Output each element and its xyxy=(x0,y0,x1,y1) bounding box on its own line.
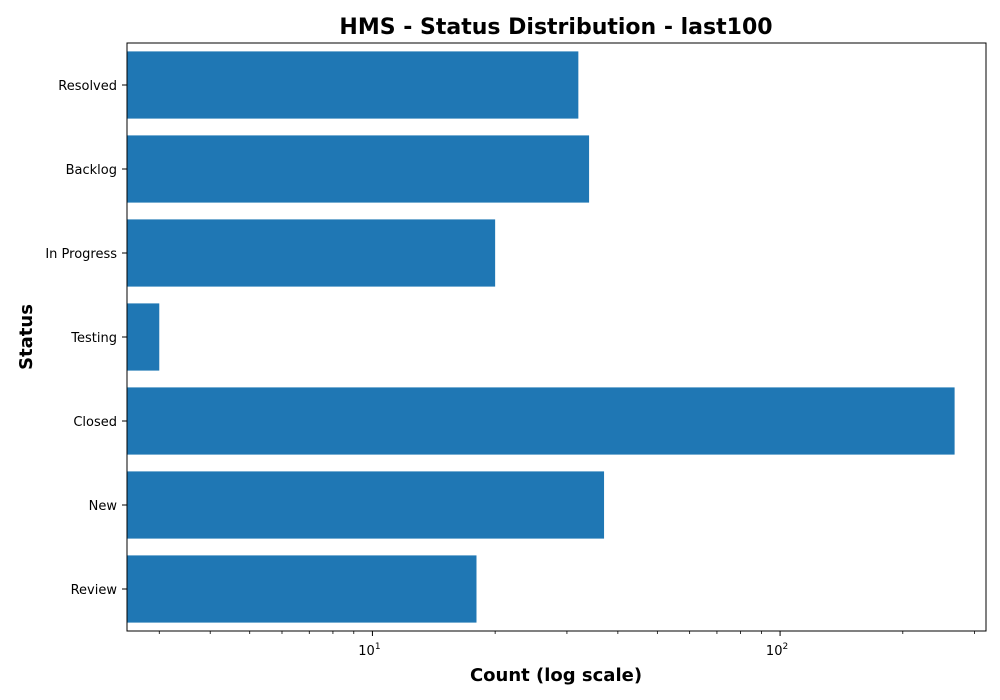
bar-new xyxy=(127,471,605,539)
bars xyxy=(127,51,955,623)
chart-title: HMS - Status Distribution - last100 xyxy=(339,15,772,40)
plot-frame xyxy=(126,42,987,632)
bar-resolved xyxy=(127,51,579,119)
bar-testing xyxy=(127,303,160,371)
bar-backlog xyxy=(127,135,590,203)
bar-in-progress xyxy=(127,219,496,287)
bar-closed xyxy=(127,387,955,455)
y-tick-label-review: Review xyxy=(71,583,118,598)
y-axis-label: Status xyxy=(16,304,37,370)
y-tick-label-testing: Testing xyxy=(70,331,117,346)
y-tick-label-backlog: Backlog xyxy=(66,163,117,178)
x-tick-label: 101 xyxy=(358,642,380,659)
x-axis-label: Count (log scale) xyxy=(470,665,642,686)
y-tick-label-closed: Closed xyxy=(73,415,117,430)
x-axis: 101 102 xyxy=(158,631,975,659)
y-tick-label-in-progress: In Progress xyxy=(45,247,117,262)
y-tick-label-resolved: Resolved xyxy=(58,79,117,94)
x-tick-label: 102 xyxy=(766,642,788,659)
y-axis: Resolved Backlog In Progress Testing Closed N… xyxy=(45,79,127,598)
y-tick-label-new: New xyxy=(89,499,118,514)
bar-review xyxy=(127,555,477,623)
